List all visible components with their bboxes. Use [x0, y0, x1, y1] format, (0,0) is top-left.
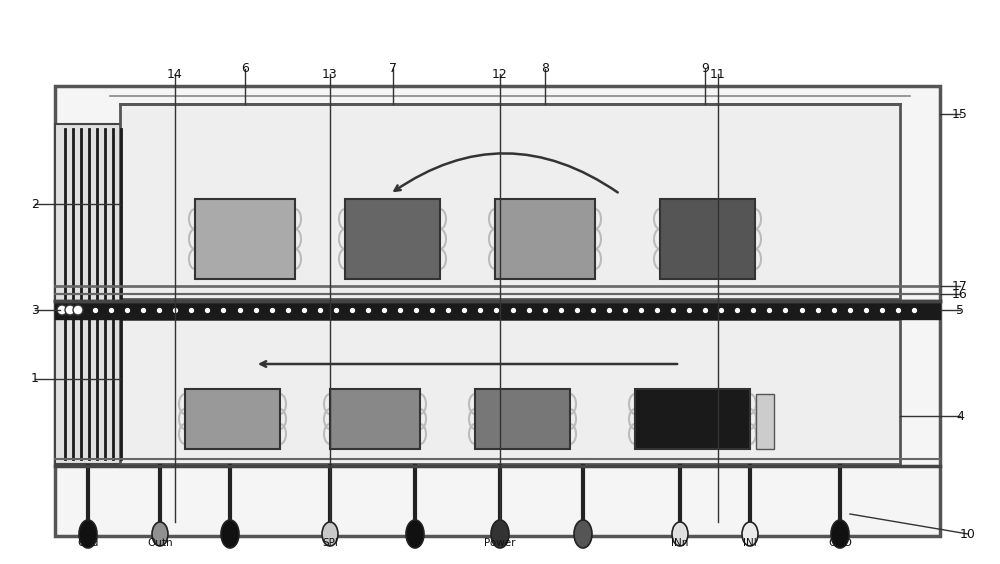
Bar	[756, 394, 774, 449]
Text: INI: INI	[743, 538, 757, 548]
Bar	[55, 301, 940, 319]
Ellipse shape	[672, 522, 688, 546]
Bar	[660, 199, 755, 279]
Text: 12: 12	[492, 68, 508, 81]
Ellipse shape	[831, 520, 849, 548]
Circle shape	[65, 305, 75, 315]
Ellipse shape	[491, 520, 509, 548]
Ellipse shape	[152, 522, 168, 546]
Text: 11: 11	[710, 68, 726, 81]
Bar	[195, 199, 295, 279]
Ellipse shape	[221, 520, 239, 548]
Bar	[345, 199, 440, 279]
Text: Gnd: Gnd	[77, 538, 99, 548]
Text: GND: GND	[828, 538, 852, 548]
Text: 2: 2	[31, 197, 39, 210]
Bar	[495, 199, 595, 279]
Text: 9: 9	[701, 63, 709, 76]
Ellipse shape	[406, 520, 424, 548]
Circle shape	[73, 305, 83, 315]
Text: 1: 1	[31, 372, 39, 386]
Text: 15: 15	[952, 108, 968, 121]
Bar	[635, 389, 750, 449]
Circle shape	[57, 305, 67, 315]
Bar	[55, 124, 125, 464]
Text: 10: 10	[960, 527, 976, 540]
Text: 4: 4	[956, 409, 964, 422]
Ellipse shape	[742, 522, 758, 546]
Text: 7: 7	[389, 63, 397, 76]
Text: 3: 3	[31, 303, 39, 316]
Text: Power: Power	[484, 538, 516, 548]
Text: 8: 8	[541, 63, 549, 76]
Text: Outn: Outn	[147, 538, 173, 548]
Text: 6: 6	[241, 63, 249, 76]
Ellipse shape	[79, 520, 97, 548]
Text: INn: INn	[671, 538, 689, 548]
Bar	[120, 104, 900, 299]
Bar	[330, 389, 420, 449]
Text: 17: 17	[952, 280, 968, 293]
Bar	[55, 86, 940, 536]
Text: 5: 5	[956, 303, 964, 316]
Bar	[120, 319, 900, 464]
Ellipse shape	[322, 522, 338, 546]
Text: 13: 13	[322, 68, 338, 81]
Ellipse shape	[574, 520, 592, 548]
Text: SPI: SPI	[322, 538, 338, 548]
Text: 14: 14	[167, 68, 183, 81]
Text: 16: 16	[952, 288, 968, 301]
Bar	[185, 389, 280, 449]
Bar	[475, 389, 570, 449]
